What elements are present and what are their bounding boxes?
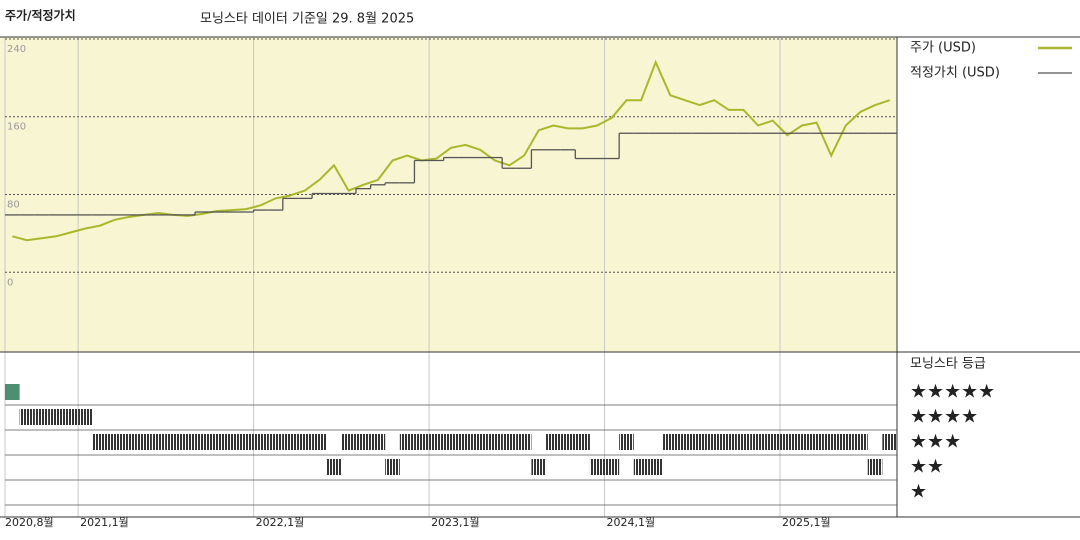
rating-bar	[736, 434, 751, 450]
rating-bar	[78, 409, 93, 425]
rating-bar	[648, 459, 664, 475]
rating-bar	[107, 434, 122, 450]
rating-bar	[780, 434, 795, 450]
rating-bar	[282, 434, 298, 450]
x-tick-label: 2020,8월	[5, 516, 54, 529]
rating-bar	[589, 459, 605, 475]
x-tick-label: 2023,1월	[431, 516, 480, 529]
rating-bar	[429, 434, 444, 450]
y-tick-label: 240	[7, 44, 26, 55]
rating-bar	[750, 434, 766, 450]
rating-bar	[487, 434, 503, 450]
rating-bar	[34, 409, 49, 425]
rating-title: 모닝스타 등급	[910, 357, 986, 372]
rating-bar	[385, 459, 400, 475]
rating-bar	[19, 409, 35, 425]
rating-label: ★★★	[910, 431, 961, 453]
rating-bar	[882, 434, 897, 450]
rating-bar	[268, 434, 283, 450]
rating-bar	[633, 459, 649, 475]
rating-bar	[458, 434, 473, 450]
rating-bar	[867, 459, 883, 475]
rating-bar	[472, 434, 488, 450]
rating-bar	[838, 434, 854, 450]
rating-bar	[721, 434, 737, 450]
rating-bar	[341, 434, 356, 450]
rating-bar	[180, 434, 196, 450]
rating-bar	[195, 434, 210, 450]
rating-bar	[253, 434, 269, 450]
rating-bar	[136, 434, 152, 450]
rating-bar	[355, 434, 371, 450]
rating-bar	[63, 409, 79, 425]
rating-bar	[370, 434, 386, 450]
legend-label: 주가 (USD)	[910, 41, 976, 56]
subtitle: 모닝스타 데이터 기준일 29. 8월 2025	[200, 12, 414, 27]
rating-bar	[516, 434, 532, 450]
rating-bar	[677, 434, 693, 450]
rating-bar	[165, 434, 181, 450]
rating-bar	[794, 434, 810, 450]
rating-label: ★★	[910, 456, 944, 478]
rating-bar	[692, 434, 707, 450]
rating-bar	[765, 434, 781, 450]
rating-bar	[663, 434, 678, 450]
rating-bar	[502, 434, 517, 450]
rating-bar	[853, 434, 868, 450]
rating-bar	[575, 434, 590, 450]
rating-label: ★★★★	[910, 406, 978, 428]
y-tick-label: 0	[7, 277, 13, 288]
rating-bar	[809, 434, 824, 450]
legend-label: 적정가치 (USD)	[910, 66, 1000, 81]
rating-bar	[312, 434, 327, 450]
y-tick-label: 160	[7, 122, 26, 133]
title: 주가/적정가치	[5, 8, 76, 23]
rating-bar	[48, 409, 64, 425]
rating-bar	[297, 434, 313, 450]
price-line	[12, 59, 891, 242]
rating-bar	[414, 434, 430, 450]
x-tick-label: 2024,1월	[607, 516, 656, 529]
x-tick-label: 2025,1월	[782, 516, 831, 529]
rating-bar	[92, 434, 108, 450]
rating-bar	[546, 434, 561, 450]
rating-bar	[823, 434, 839, 450]
rating-bar	[531, 459, 547, 475]
rating-bar	[151, 434, 166, 450]
rating-bar	[604, 459, 620, 475]
y-tick-label: 80	[7, 200, 20, 211]
rating-bar	[121, 434, 137, 450]
rating-label: ★	[910, 481, 927, 503]
rating-bar	[5, 384, 20, 400]
rating-bar	[399, 434, 415, 450]
x-tick-label: 2022,1월	[256, 516, 305, 529]
rating-bar	[224, 434, 239, 450]
rating-bar	[706, 434, 722, 450]
rating-bar	[326, 459, 342, 475]
rating-bar	[560, 434, 576, 450]
rating-bar	[443, 434, 459, 450]
rating-label: ★★★★★	[910, 381, 995, 403]
rating-bar	[619, 434, 634, 450]
x-tick-label: 2021,1월	[80, 516, 129, 529]
rating-bar	[209, 434, 225, 450]
rating-bar	[238, 434, 254, 450]
